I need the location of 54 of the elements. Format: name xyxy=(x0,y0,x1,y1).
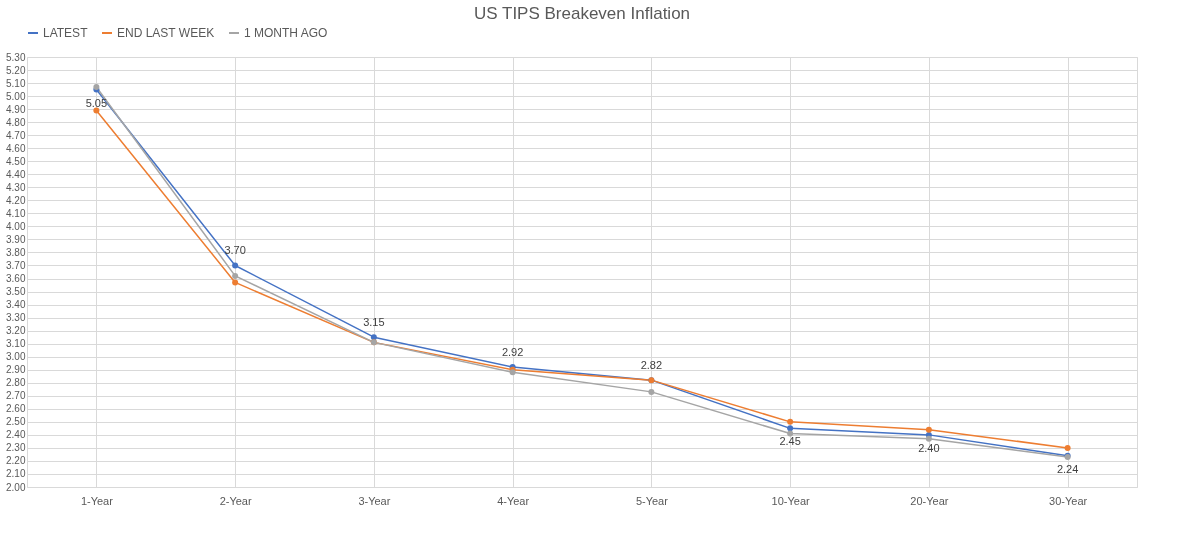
text: 4.50 xyxy=(6,155,26,167)
x-tick-label: 4-Year xyxy=(497,494,530,507)
x-tick-label: 1-Year xyxy=(80,494,114,507)
data-label: 2.40 xyxy=(918,441,940,454)
text: 3.60 xyxy=(6,273,26,285)
data-label: 2.92 xyxy=(501,346,524,359)
text: 3.30 xyxy=(6,312,26,324)
text: 2.00 xyxy=(6,481,26,493)
text: 2.10 xyxy=(6,468,26,480)
text: 3.70 xyxy=(6,259,26,271)
x-tick-label: 5-Year xyxy=(635,494,669,507)
text: 2.80 xyxy=(6,377,26,389)
chart-title: US TIPS Breakeven Inflation xyxy=(473,4,691,23)
text: 4.60 xyxy=(6,142,26,154)
text: 3.00 xyxy=(6,351,26,363)
legend-label: 1 MONTH AGO xyxy=(244,26,328,40)
text: 3.20 xyxy=(6,325,26,337)
text: 2.30 xyxy=(6,442,26,454)
text: 3.90 xyxy=(6,233,26,245)
text: 3.10 xyxy=(6,338,26,350)
text: 4.10 xyxy=(6,207,26,219)
text: 2.20 xyxy=(6,455,26,467)
data-label: 2.82 xyxy=(640,359,663,372)
x-tick-label: 2-Year xyxy=(219,494,252,507)
text: 2.60 xyxy=(6,403,26,415)
data-label: 3.70 xyxy=(224,244,246,257)
text: 2.40 xyxy=(6,429,26,441)
text: 3.50 xyxy=(6,286,26,298)
text: 2.50 xyxy=(6,416,26,428)
legend-label: END LAST WEEK xyxy=(117,26,215,40)
x-tick-label: 10-Year xyxy=(771,494,811,507)
text: 3.40 xyxy=(6,299,26,311)
text: 4.80 xyxy=(6,116,26,128)
data-label: 5.05 xyxy=(85,96,108,109)
text: 4.30 xyxy=(6,181,26,193)
text: 5.30 xyxy=(6,51,26,63)
text: 4.40 xyxy=(6,168,26,180)
x-tick-label: 20-Year xyxy=(910,494,949,507)
text: 4.90 xyxy=(6,103,26,115)
text: 4.20 xyxy=(6,194,26,206)
text: 5.10 xyxy=(6,77,26,89)
text: 5.00 xyxy=(6,90,26,102)
text: 2.70 xyxy=(6,390,26,402)
text: 3.80 xyxy=(6,246,26,258)
x-tick-label: 3-Year xyxy=(358,494,391,507)
data-label: 3.15 xyxy=(363,316,385,329)
data-label: 2.24 xyxy=(1056,462,1079,475)
text: 2.90 xyxy=(6,364,26,376)
legend-label: LATEST xyxy=(43,26,89,40)
text: 5.20 xyxy=(6,64,26,76)
text: 4.70 xyxy=(6,129,26,141)
data-label: 2.45 xyxy=(779,435,801,448)
x-tick-label: 30-Year xyxy=(1049,494,1088,507)
text: 4.00 xyxy=(6,220,26,232)
